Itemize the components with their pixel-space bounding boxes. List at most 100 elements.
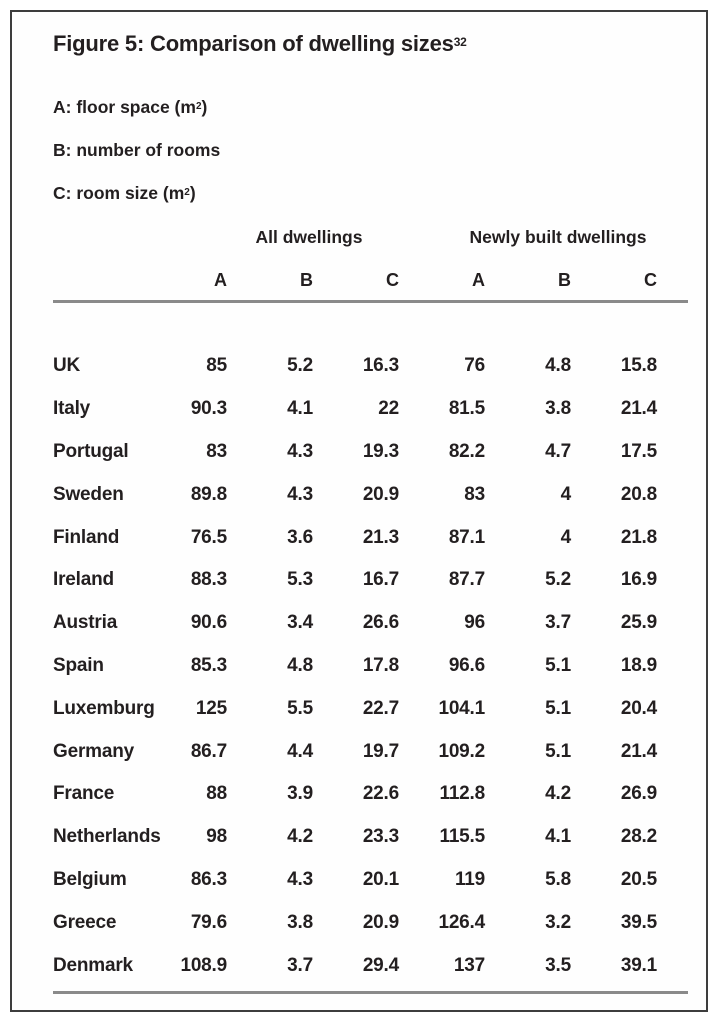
country-cell: Italy — [53, 398, 91, 420]
value-cell: 15.8 — [620, 355, 658, 377]
value-cell: 88.3 — [190, 569, 227, 591]
legend-superscript-a: 2 — [195, 100, 202, 112]
value-cell: 17.5 — [620, 440, 658, 462]
value-cell: 83 — [206, 440, 227, 462]
table-row: Spain 85.3 4.8 17.8 96.6 5.1 18.9 — [53, 645, 688, 688]
spacer-cell — [657, 645, 688, 688]
value-cell: 76.5 — [190, 526, 227, 548]
spacer-cell — [657, 944, 688, 992]
country-cell: Ireland — [53, 569, 114, 591]
legend: A: floor space (m2) B: number of rooms C… — [53, 98, 688, 203]
table-row: Austria 90.6 3.4 26.6 96 3.7 25.9 — [53, 602, 688, 645]
value-cell: 137 — [453, 954, 485, 976]
table-row: Belgium 86.3 4.3 20.1 119 5.8 20.5 — [53, 859, 688, 902]
spacer-cell — [657, 559, 688, 602]
group-header-row: All dwellings Newly built dwellings — [53, 215, 688, 260]
spacer-cell — [657, 816, 688, 859]
value-cell: 21.3 — [362, 526, 399, 548]
table-row: Netherlands 98 4.2 23.3 115.5 4.1 28.2 — [53, 816, 688, 859]
value-cell: 76 — [464, 355, 485, 377]
country-cell: Spain — [53, 654, 104, 676]
value-cell: 5.5 — [287, 697, 313, 719]
value-cell: 39.5 — [620, 911, 658, 933]
value-cell: 3.7 — [287, 954, 313, 976]
value-cell: 5.8 — [545, 868, 571, 890]
value-cell: 22.6 — [362, 783, 399, 805]
legend-key-c: C: — [53, 183, 72, 203]
legend-key-b: B: — [53, 140, 72, 160]
column-letter-new-a: A — [472, 269, 485, 290]
value-cell: 20.8 — [620, 483, 658, 505]
value-cell: 16.9 — [620, 569, 658, 591]
column-letter-all-c: C — [386, 269, 399, 290]
value-cell: 4.7 — [545, 440, 571, 462]
value-cell: 96 — [464, 612, 485, 634]
table-row: Greece 79.6 3.8 20.9 126.4 3.2 39.5 — [53, 901, 688, 944]
value-cell: 20.1 — [362, 868, 399, 890]
column-letter-new-b: B — [558, 269, 571, 290]
value-cell: 4.2 — [287, 826, 313, 848]
value-cell: 4.8 — [287, 654, 313, 676]
value-cell: 26.6 — [362, 612, 399, 634]
value-cell: 4.8 — [545, 355, 571, 377]
table-row: Luxemburg 125 5.5 22.7 104.1 5.1 20.4 — [53, 687, 688, 730]
country-cell: Greece — [53, 911, 117, 933]
legend-close-a: ) — [201, 97, 208, 117]
spacer-cell — [657, 687, 688, 730]
table-row: Finland 76.5 3.6 21.3 87.1 4 21.8 — [53, 516, 688, 559]
value-cell: 85 — [206, 355, 227, 377]
value-cell: 19.3 — [362, 440, 399, 462]
value-cell: 82.2 — [448, 440, 485, 462]
value-cell: 109.2 — [438, 740, 485, 762]
legend-line-b: B: number of rooms — [53, 141, 688, 160]
value-cell: 87.1 — [448, 526, 485, 548]
value-cell: 83 — [464, 483, 485, 505]
value-cell: 4.1 — [545, 826, 571, 848]
figure-title-text: Figure 5: Comparison of dwelling sizes — [53, 31, 454, 56]
value-cell: 20.9 — [362, 911, 399, 933]
value-cell: 125 — [195, 697, 227, 719]
value-cell: 3.2 — [545, 911, 571, 933]
country-cell: Finland — [53, 526, 120, 548]
value-cell: 22.7 — [362, 697, 399, 719]
value-cell: 4.3 — [287, 868, 313, 890]
value-cell: 87.7 — [448, 569, 485, 591]
value-cell: 4.4 — [287, 740, 313, 762]
group-header-all-dwellings: All dwellings — [255, 227, 363, 247]
country-cell: Sweden — [53, 483, 124, 505]
value-cell: 26.9 — [620, 783, 658, 805]
value-cell: 115.5 — [439, 826, 486, 848]
spacer-cell — [657, 473, 688, 516]
country-cell: Germany — [53, 740, 134, 762]
value-cell: 3.8 — [545, 398, 571, 420]
value-cell: 85.3 — [190, 654, 227, 676]
value-cell: 3.6 — [287, 526, 313, 548]
value-cell: 4.2 — [545, 783, 571, 805]
spacer-cell — [657, 302, 688, 388]
value-cell: 86.3 — [190, 868, 227, 890]
table-row: Denmark 108.9 3.7 29.4 137 3.5 39.1 — [53, 944, 688, 992]
table-row: Portugal 83 4.3 19.3 82.2 4.7 17.5 — [53, 431, 688, 474]
table-row: France 88 3.9 22.6 112.8 4.2 26.9 — [53, 773, 688, 816]
value-cell: 119 — [454, 868, 485, 890]
value-cell: 86.7 — [190, 740, 227, 762]
value-cell: 79.6 — [190, 911, 227, 933]
value-cell: 21.4 — [620, 398, 658, 420]
figure-title: Figure 5: Comparison of dwelling sizes32 — [53, 31, 688, 57]
value-cell: 20.5 — [620, 868, 658, 890]
legend-key-a: A: — [53, 97, 72, 117]
value-cell: 3.5 — [545, 954, 571, 976]
spacer-cell — [657, 901, 688, 944]
value-cell: 16.3 — [362, 355, 399, 377]
legend-text-a: floor space (m — [71, 97, 196, 117]
spacer-cell — [657, 431, 688, 474]
spacer-cell — [657, 859, 688, 902]
value-cell: 39.1 — [620, 954, 658, 976]
table-row: Germany 86.7 4.4 19.7 109.2 5.1 21.4 — [53, 730, 688, 773]
value-cell: 5.2 — [287, 355, 313, 377]
column-letter-all-a: A — [214, 269, 227, 290]
country-cell: Denmark — [53, 954, 133, 976]
value-cell: 126.4 — [438, 911, 485, 933]
country-cell: UK — [53, 355, 81, 377]
value-cell: 98 — [206, 826, 227, 848]
